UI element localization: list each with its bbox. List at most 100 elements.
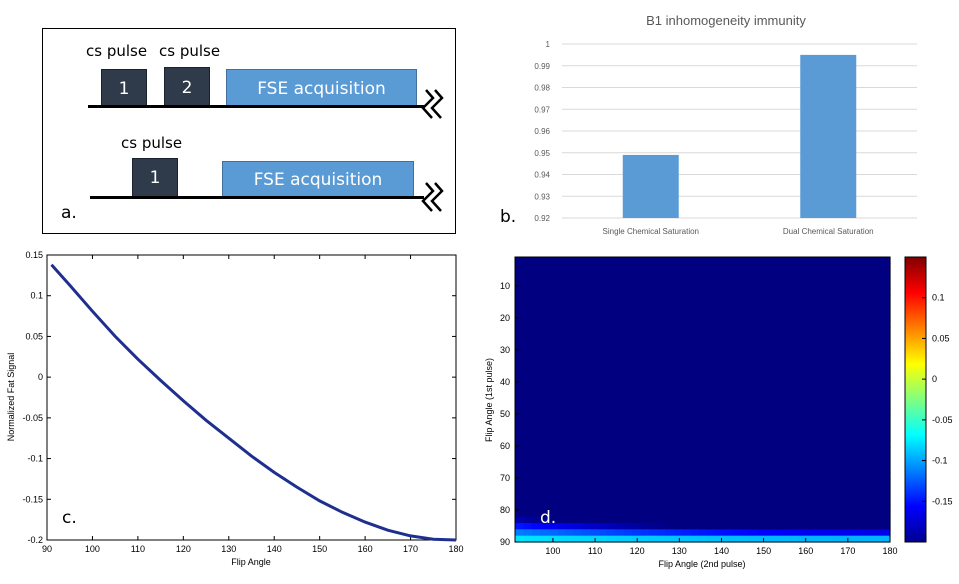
chart-d-heatmap-cell — [540, 263, 549, 271]
chart-d-heatmap-cell — [615, 307, 624, 315]
chart-d-heatmap-cell — [681, 409, 691, 416]
chart-d-heatmap-cell — [665, 358, 674, 366]
chart-d-heatmap-cell — [548, 345, 558, 353]
chart-d-heatmap-cell — [773, 263, 783, 271]
chart-d-heatmap-cell — [690, 269, 699, 277]
chart-d-heatmap-cell — [606, 459, 616, 467]
chart-d-heatmap-cell — [590, 320, 599, 328]
chart-d-heatmap-cell — [631, 453, 641, 461]
chart-d-heatmap-cell — [598, 364, 608, 372]
row2-pulse-caption: cs pulse — [121, 134, 183, 152]
chart-d-heatmap-cell — [823, 371, 833, 378]
chart-d-heatmap-cell — [740, 535, 749, 543]
chart-d-heatmap-cell — [865, 377, 874, 385]
chart-d-heatmap-cell — [656, 478, 666, 486]
chart-d-heatmap-cell — [731, 326, 741, 334]
chart-d-heatmap-cell — [840, 453, 849, 461]
chart-d-heatmap-cell — [531, 320, 541, 328]
chart-d-heatmap-cell — [656, 320, 666, 328]
chart-d-heatmap-cell — [806, 523, 816, 530]
chart-d-heatmap-cell — [590, 390, 599, 397]
chart-d-heatmap-cell — [656, 402, 666, 410]
row1-break-mark-icon — [421, 89, 444, 119]
chart-d-heatmap-cell — [723, 535, 733, 543]
chart-d-heatmap-cell — [548, 396, 558, 404]
chart-d-heatmap-cell — [623, 453, 633, 461]
chart-d-heatmap-cell — [798, 326, 808, 334]
chart-d-heatmap-cell — [781, 415, 791, 423]
chart-d-heatmap-cell — [715, 276, 724, 283]
chart-d-heatmap-cell — [790, 282, 799, 290]
chart-d-heatmap-cell — [631, 364, 641, 372]
chart-d-heatmap-cell — [740, 333, 749, 340]
chart-d-heatmap-cell — [648, 364, 658, 372]
chart-d-heatmap-cell — [665, 364, 674, 372]
chart-d-heatmap-cell — [556, 504, 566, 511]
chart-d-heatmap-cell — [790, 377, 799, 385]
chart-d-heatmap-cell — [731, 396, 741, 404]
chart-d-heatmap-cell — [665, 409, 674, 416]
chart-d-heatmap-cell — [548, 390, 558, 397]
panel-b-label: b. — [500, 207, 517, 227]
chart-d-heatmap-cell — [590, 396, 599, 404]
chart-d-heatmap-cell — [656, 434, 666, 442]
chart-d-heatmap-cell — [740, 459, 749, 467]
chart-d-heatmap-cell — [681, 497, 691, 505]
chart-d-heatmap-cell — [781, 333, 791, 340]
chart-d-heatmap-cell — [773, 447, 783, 454]
chart-d-colorbar-label: 0.1 — [932, 293, 945, 303]
chart-d-heatmap-cell — [631, 326, 641, 334]
chart-d-heatmap-cell — [640, 288, 649, 296]
chart-d-heatmap-cell — [573, 314, 583, 321]
chart-d-heatmap-cell — [681, 269, 691, 277]
chart-d-heatmap-cell — [740, 307, 749, 315]
chart-d-heatmap-cell — [848, 396, 858, 404]
chart-d-heatmap-cell — [698, 377, 708, 385]
chart-d-heatmap-cell — [515, 402, 524, 410]
chart-d-heatmap-cell — [823, 295, 833, 302]
chart-d-heatmap-cell — [881, 288, 891, 296]
chart-d-heatmap-cell — [573, 307, 583, 315]
chart-d-heatmap-cell — [865, 504, 874, 511]
chart-d-heatmap-cell — [623, 516, 633, 524]
chart-d-heatmap-cell — [640, 459, 649, 467]
chart-d-heatmap-cell — [815, 396, 824, 404]
chart-d-heatmap-cell — [523, 396, 533, 404]
chart-d-heatmap-cell — [798, 257, 808, 264]
chart-d-heatmap-cell — [831, 301, 841, 309]
chart-d-heatmap-cell — [715, 504, 724, 511]
chart-d-heatmap-cell — [831, 485, 841, 492]
chart-d-heatmap-cell — [840, 434, 849, 442]
chart-d-heatmap-cell — [715, 497, 724, 505]
chart-d-heatmap-cell — [881, 371, 891, 378]
chart-d-heatmap-cell — [681, 364, 691, 372]
chart-d-heatmap-cell — [690, 352, 699, 359]
chart-d-heatmap-cell — [590, 434, 599, 442]
chart-d-heatmap-cell — [606, 485, 616, 492]
chart-d-heatmap-cell — [873, 282, 883, 290]
chart-d-heatmap-cell — [756, 459, 766, 467]
chart-d-heatmap-cell — [681, 371, 691, 378]
chart-d-heatmap-cell — [731, 434, 741, 442]
chart-d-heatmap-cell — [823, 447, 833, 454]
chart-d-heatmap-cell — [798, 263, 808, 271]
chart-d-heatmap-cell — [798, 295, 808, 302]
chart-d-heatmap-cell — [723, 453, 733, 461]
chart-d-heatmap-cell — [523, 345, 533, 353]
chart-d-heatmap-cell — [606, 364, 616, 372]
chart-d-heatmap-cell — [531, 447, 541, 454]
chart-d-heatmap-cell — [656, 535, 666, 543]
chart-d-heatmap-cell — [706, 314, 716, 321]
chart-d-heatmap-cell — [673, 339, 683, 347]
chart-d-heatmap-cell — [873, 535, 883, 543]
chart-b-bar — [622, 154, 679, 218]
chart-d-heatmap-cell — [548, 339, 558, 347]
chart-d-heatmap-cell — [590, 428, 599, 435]
chart-d-heatmap-cell — [523, 409, 533, 416]
chart-d-heatmap-cell — [648, 377, 658, 385]
chart-d-heatmap-cell — [681, 434, 691, 442]
chart-d-heatmap-cell — [698, 434, 708, 442]
chart-d-heatmap-cell — [673, 529, 683, 537]
chart-d-heatmap-cell — [606, 263, 616, 271]
chart-d-heatmap-cell — [823, 288, 833, 296]
